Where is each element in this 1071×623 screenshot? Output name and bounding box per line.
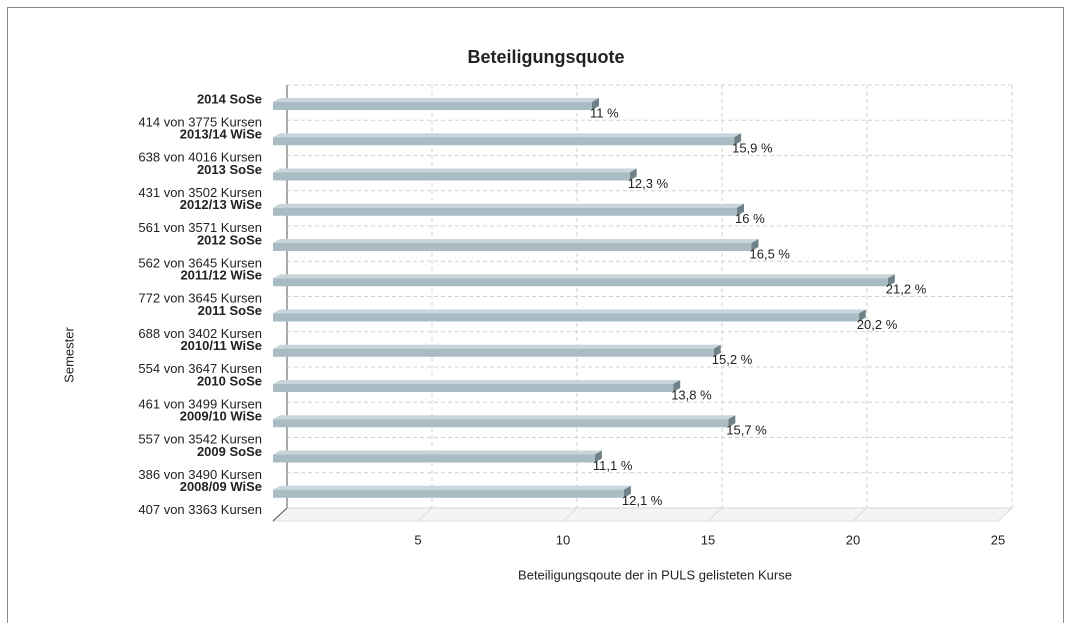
- category-detail: 554 von 3647 Kursen: [138, 361, 262, 376]
- bar-end: [751, 239, 759, 251]
- floor: [271, 507, 1014, 522]
- value-label: 11 %: [590, 105, 619, 120]
- category-label: 2013/14 WiSe: [180, 127, 262, 142]
- bar: [273, 278, 888, 287]
- bar: [273, 102, 592, 110]
- category-label: 2009 SoSe: [197, 444, 262, 459]
- value-label: 13,8 %: [671, 387, 712, 402]
- value-label: 12,1 %: [622, 493, 663, 508]
- floor-grid-line: [562, 507, 578, 522]
- bar-end: [629, 168, 637, 181]
- chart-title: Beteiligungsquote: [468, 47, 625, 67]
- category-detail: 414 von 3775 Kursen: [138, 114, 262, 129]
- bar: [273, 243, 752, 251]
- value-label: 20,2 %: [857, 317, 898, 332]
- category-label: 2009/10 WiSe: [180, 409, 262, 424]
- category-detail: 407 von 3363 Kursen: [138, 502, 262, 517]
- value-label: 15,9 %: [732, 141, 773, 156]
- category-detail: 386 von 3490 Kursen: [138, 467, 262, 482]
- bar: [273, 172, 630, 181]
- category-detail: 638 von 4016 Kursen: [138, 150, 262, 165]
- bar: [273, 207, 737, 216]
- value-label: 15,2 %: [712, 352, 753, 367]
- x-tick-label: 25: [991, 532, 1005, 547]
- bar: [273, 137, 735, 146]
- x-axis-title: Beteiligungsqoute der in PULS gelisteten…: [518, 567, 792, 582]
- category-detail: 772 von 3645 Kursen: [138, 291, 262, 306]
- floor-grid-line: [852, 507, 868, 522]
- bar: [273, 348, 714, 357]
- floor-grid-line: [707, 507, 723, 522]
- value-label: 15,7 %: [726, 423, 767, 438]
- bar-end: [594, 450, 602, 463]
- bar-top: [273, 274, 895, 279]
- bar-end: [734, 133, 742, 146]
- value-label: 11,1 %: [593, 458, 633, 473]
- bar-top: [273, 485, 631, 490]
- x-tick-label: 20: [846, 532, 860, 547]
- bar: [273, 384, 674, 392]
- category-label: 2008/09 WiSe: [180, 479, 262, 494]
- category-label: 2014 SoSe: [197, 91, 262, 106]
- x-tick-label: 5: [414, 532, 421, 547]
- bar-top: [273, 450, 602, 455]
- value-label: 21,2 %: [886, 282, 927, 297]
- bar-top: [273, 380, 681, 384]
- bar: [273, 419, 729, 428]
- bar: [273, 313, 859, 322]
- bar-end: [737, 203, 744, 216]
- floor-grid-line: [997, 507, 1013, 522]
- axis-left: [272, 507, 288, 522]
- bar-end: [592, 98, 599, 110]
- category-label: 2010/11 WiSe: [180, 338, 262, 353]
- floor-grid-line: [417, 507, 433, 522]
- bar-end: [713, 344, 721, 357]
- bar-top: [273, 344, 721, 349]
- category-label: 2012/13 WiSe: [180, 197, 262, 212]
- bar-end: [673, 380, 681, 392]
- bar: [273, 489, 624, 498]
- bar-top: [273, 239, 759, 243]
- x-tick-label: 10: [556, 532, 570, 547]
- category-detail: 688 von 3402 Kursen: [138, 326, 262, 341]
- value-label: 16,5 %: [750, 246, 791, 261]
- bar-top: [273, 309, 866, 314]
- bar-top: [273, 168, 637, 173]
- bar-top: [273, 415, 736, 420]
- category-detail: 461 von 3499 Kursen: [138, 396, 262, 411]
- category-detail: 557 von 3542 Kursen: [138, 432, 262, 447]
- bar-top: [273, 133, 742, 138]
- bar-end: [728, 415, 736, 428]
- category-label: 2010 SoSe: [197, 373, 262, 388]
- y-axis-title: Semester: [61, 327, 76, 383]
- category-label: 2013 SoSe: [197, 162, 262, 177]
- x-tick-label: 15: [701, 532, 715, 547]
- category-detail: 562 von 3645 Kursen: [138, 255, 262, 270]
- bar-top: [273, 98, 599, 102]
- category-detail: 431 von 3502 Kursen: [138, 185, 262, 200]
- category-label: 2012 SoSe: [197, 232, 262, 247]
- frame: [7, 7, 1064, 623]
- bar: [273, 454, 595, 463]
- value-label: 16 %: [735, 211, 765, 226]
- category-label: 2011/12 WiSe: [180, 268, 262, 283]
- bar-end: [623, 485, 631, 498]
- value-label: 12,3 %: [628, 176, 669, 191]
- category-detail: 561 von 3571 Kursen: [138, 220, 262, 235]
- bar-top: [273, 203, 744, 208]
- bar-end: [858, 309, 866, 322]
- category-label: 2011 SoSe: [198, 303, 262, 318]
- bar-end: [887, 274, 895, 287]
